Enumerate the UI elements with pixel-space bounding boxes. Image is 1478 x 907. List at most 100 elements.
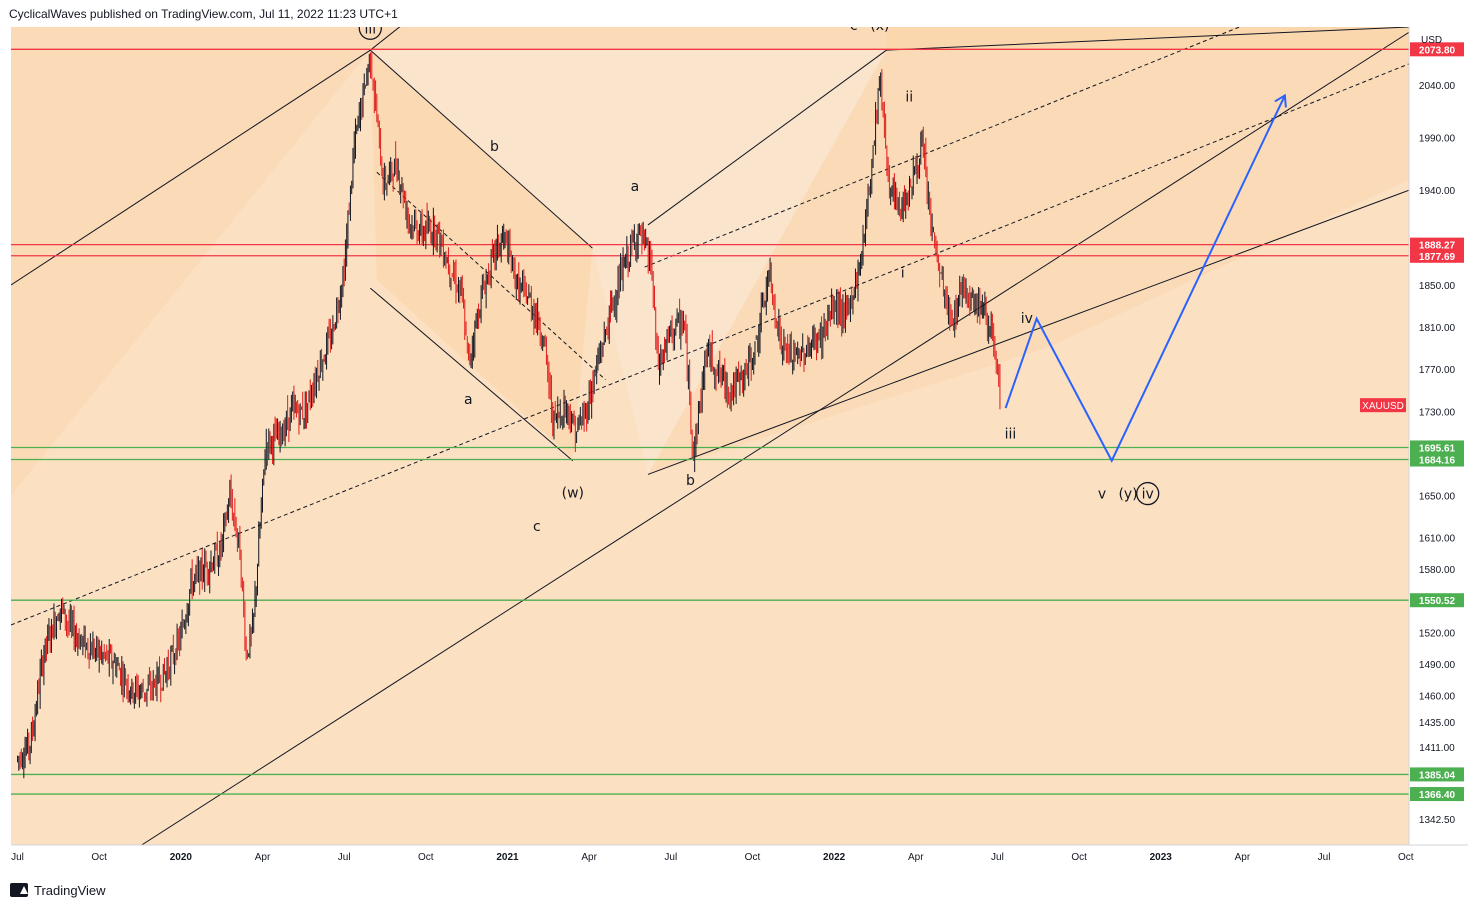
time-tick-label: Jul [1318,852,1331,863]
price-tick-label: 1877.69 [1419,252,1456,263]
price-tick-label: 2040.00 [1419,81,1456,92]
wave-label: iv [1021,311,1033,327]
price-axis: 1342.50 1366.40 1385.04 1411.00 1435.00 1460.… [1410,42,1464,826]
time-tick-label: 2020 [170,852,193,863]
price-tick-label: 1770.00 [1419,365,1456,376]
wave-label-text: iv [1021,311,1033,327]
wave-label: iii [358,21,382,40]
wave-label-text: c [533,519,541,535]
projection-arrowhead [1274,93,1287,108]
wave-label: iii [1005,427,1017,443]
price-tick-label: 1490.00 [1419,660,1456,671]
wave-label: ii [905,90,913,106]
time-tick-label: Jul [991,852,1004,863]
support-price-badge [1410,452,1464,467]
time-tick-label: Jul [338,852,351,863]
wave-label-text: i [901,266,905,282]
price-tick-label: 1730.00 [1419,407,1456,418]
price-tick-label: 1385.04 [1419,770,1456,781]
price-tick-label: 1695.61 [1419,443,1456,454]
wave-label: v [1098,487,1106,503]
price-tick-label: 1850.00 [1419,281,1456,292]
symbol-price-tag [1360,398,1406,413]
time-tick-label: Jul [664,852,677,863]
time-tick-label: Oct [91,852,107,863]
publication-header: CyclicalWaves published on TradingView.c… [9,7,398,21]
wave-label: iv [1136,481,1160,506]
wave-label-text: iii [1005,427,1017,443]
time-tick-label: Apr [581,852,597,863]
channel-zone [647,27,1409,475]
wave-label-text: (y) [1118,487,1137,503]
flag-lower-line [369,287,574,462]
wave-label-circle [1136,481,1160,506]
time-tick-label: Apr [908,852,924,863]
projected-wave-path [1004,95,1286,463]
support-price-badge [1410,593,1464,608]
flag-upper-line [369,49,593,249]
wave-label: i [901,266,905,282]
support-price-badge [1410,787,1464,802]
time-tick-label: Oct [1398,852,1414,863]
time-axis: Jul Oct 2020 Apr Jul Oct 2021 Apr Jul Oct 2022 Apr J… [11,852,1414,863]
wave-label-text: a [631,179,640,195]
wave-label: b [490,139,499,155]
resistance-price-badge [1410,248,1464,263]
price-tick-label: 1810.00 [1419,323,1456,334]
time-tick-label: 2022 [823,852,846,863]
channel-zone [11,27,1409,496]
wave-label-text: iv [1142,487,1154,503]
wave-label-text: b [686,473,695,489]
wave-label-text: (x) [870,18,889,34]
support-price-badge [1410,440,1464,455]
wave-label-text: c [850,18,858,34]
symbol-price-tag-label: XAUUSD [1362,401,1404,412]
time-tick-label: Jul [11,852,24,863]
wave-label-text: b [490,139,499,155]
wave-label: (w) [562,486,584,502]
price-tick-label: 1520.00 [1419,628,1456,639]
time-tick-label: 2023 [1150,852,1173,863]
wave-label-circle [358,27,382,40]
price-tick-label: 1435.00 [1419,718,1456,729]
wave-label: (x) [870,18,889,34]
price-tick-label: 1460.00 [1419,692,1456,703]
wave-label: c [533,519,541,535]
wave-label: (y) [1118,487,1137,503]
price-tick-label: 1888.27 [1419,241,1456,252]
time-tick-label: Oct [418,852,434,863]
dashed-median-line [11,63,1409,626]
currency-label: USD [1421,35,1442,46]
wave-label-text: a [464,392,473,408]
price-tick-label: 1650.00 [1419,491,1456,502]
resistance-price-badge [1410,237,1464,252]
time-tick-label: Oct [1071,852,1087,863]
channel-zone [370,50,593,459]
price-tick-label: 1684.16 [1419,456,1456,467]
wave-label-text: (w) [562,486,584,502]
price-tick-label: 1990.00 [1419,134,1456,145]
price-tick-label: 1610.00 [1419,534,1456,545]
time-tick-label: Oct [745,852,761,863]
footer: TradingView [10,880,106,900]
price-tick-label: 1550.52 [1419,596,1456,607]
price-tick-label: 2073.80 [1419,45,1456,56]
wave-label: a [631,179,640,195]
footer-brand: TradingView [34,882,106,898]
resistance-price-badge [1410,42,1464,57]
time-tick-label: 2021 [496,852,519,863]
channel-zone [11,50,1409,845]
upper-channel-line [647,27,1409,226]
wave-label: c [850,18,858,34]
time-tick-label: Apr [1235,852,1251,863]
channel-support-line [141,31,1409,845]
price-tick-label: 1366.40 [1419,790,1456,801]
wave-label-text: ii [905,90,913,106]
wave-label-text: iii [364,21,376,37]
time-tick-label: Apr [255,852,271,863]
support-price-badge [1410,767,1464,782]
lower-channel-line [647,189,1409,475]
price-tick-label: 1411.00 [1419,743,1455,754]
price-tick-label: 1342.50 [1419,815,1456,826]
